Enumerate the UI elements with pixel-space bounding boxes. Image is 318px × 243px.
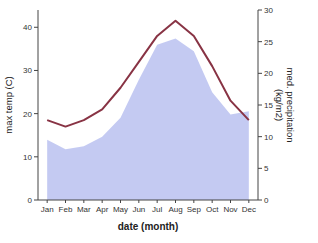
x-tick-label: May (113, 205, 128, 214)
y2-tick (258, 105, 262, 106)
y-axis-label: max temp (C) (3, 76, 14, 134)
area (47, 39, 249, 201)
x-tick (157, 200, 158, 203)
y2-tick (258, 10, 262, 11)
x-tick (193, 200, 194, 203)
y2-tick (258, 168, 262, 169)
line (47, 21, 249, 127)
y-axis-line (38, 10, 39, 200)
x-tick (102, 200, 103, 203)
y2-tick (258, 136, 262, 137)
y-tick (34, 156, 38, 157)
x-tick-label: Dec (242, 205, 256, 214)
y2-tick-label: 5 (264, 164, 269, 173)
x-tick-label: Mar (77, 205, 91, 214)
y2-tick-label: 20 (264, 69, 273, 78)
x-tick (230, 200, 231, 203)
y2-tick (258, 73, 262, 74)
x-tick (65, 200, 66, 203)
y2-tick-label: 10 (264, 133, 273, 142)
x-tick (120, 200, 121, 203)
x-tick (175, 200, 176, 203)
y-tick (34, 113, 38, 114)
y-tick-label: 20 (23, 110, 32, 119)
chart: 0 10 20 30 40 0 5 10 15 20 25 30 Jan Feb Mar Apr May Jun J… (0, 0, 318, 243)
x-axis-line (38, 200, 258, 201)
plot-area (47, 21, 249, 200)
y2-axis-label: med. precipitation(kg/m2) (274, 68, 297, 143)
y-tick (34, 70, 38, 71)
y2-tick (258, 200, 262, 201)
y-tick (34, 27, 38, 28)
x-tick (248, 200, 249, 203)
y2-tick (258, 41, 262, 42)
y-tick-label: 30 (23, 66, 32, 75)
y2-tick-label: 15 (264, 101, 273, 110)
y-tick-label: 40 (23, 23, 32, 32)
x-tick-label: Oct (206, 205, 219, 214)
y2-tick-label: 25 (264, 38, 273, 47)
x-tick-label: Jun (132, 205, 145, 214)
y-tick-label: 10 (23, 153, 32, 162)
x-tick-label: Jul (152, 205, 162, 214)
x-tick-label: Nov (223, 205, 237, 214)
x-tick-label: Sep (187, 205, 202, 214)
y-tick (34, 200, 38, 201)
y-tick-label: 0 (28, 196, 33, 205)
x-tick (212, 200, 213, 203)
x-tick (83, 200, 84, 203)
x-tick-label: Jan (41, 205, 54, 214)
y2-tick-label: 0 (264, 196, 269, 205)
x-tick-label: Feb (59, 205, 73, 214)
x-tick (47, 200, 48, 203)
x-tick (138, 200, 139, 203)
x-tick-label: Aug (168, 205, 182, 214)
y2-tick-label: 30 (264, 6, 273, 15)
x-axis-label: date (month) (118, 221, 179, 232)
x-tick-label: Apr (96, 205, 109, 214)
